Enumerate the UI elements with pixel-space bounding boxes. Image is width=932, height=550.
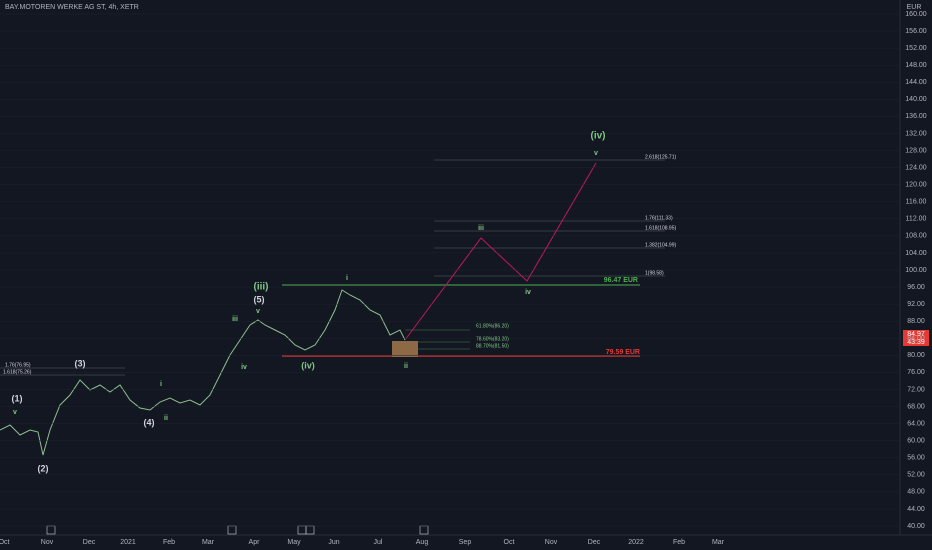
last-price-box [903, 330, 929, 346]
price-trace [0, 289, 406, 456]
time-label: Jun [328, 539, 339, 546]
time-label: Dec [588, 539, 601, 546]
time-label: Apr [249, 539, 261, 546]
time-label: Aug [416, 539, 429, 546]
wave-label: ii [404, 363, 408, 370]
wave-label: iii [478, 225, 484, 232]
time-label: Oct [0, 539, 9, 546]
price-tick-label: 100.00 [905, 267, 927, 274]
projection-path [404, 162, 597, 341]
wave-label: i [160, 381, 162, 388]
fib-label: 61.80%(86.20) [476, 323, 509, 329]
last-price: 84.97 [907, 331, 925, 338]
wave-label: (iv) [591, 131, 606, 142]
price-tick-label: 128.00 [905, 147, 927, 154]
wave-label: ii [164, 415, 168, 422]
price-tick-label: 96.00 [907, 284, 925, 291]
price-tick-label: 132.00 [905, 130, 927, 137]
wave-label: iii [232, 316, 238, 323]
price-tick-label: 68.00 [907, 403, 925, 410]
wave-label: (iii) [254, 282, 269, 293]
price-tick-label: 144.00 [905, 79, 927, 86]
price-tick-label: 112.00 [906, 216, 927, 223]
fib-label: 88.70%(81.50) [476, 343, 509, 349]
time-label: Jul [374, 539, 383, 546]
fib-label: 1.618(108.95) [645, 225, 676, 231]
price-tick-label: 136.00 [905, 113, 927, 120]
price-tick-label: 84.00 [907, 335, 925, 342]
price-tick-label: 152.00 [905, 45, 927, 52]
time-label: Nov [545, 539, 558, 546]
price-tick-label: 60.00 [907, 438, 925, 445]
time-label: Dec [83, 539, 96, 546]
level-label: 96.47 EUR [604, 277, 638, 284]
wave-label: i [346, 275, 348, 282]
time-label: 2022 [628, 539, 644, 546]
wave-label: (5) [254, 294, 265, 304]
fib-label: 1(98.58) [645, 270, 664, 276]
time-label: Feb [163, 539, 175, 546]
fib-label: 1.76(111.33) [645, 215, 673, 221]
price-tick-label: 64.00 [907, 420, 925, 427]
time-label: Nov [41, 539, 54, 546]
fib-label: 2.618(125.71) [645, 154, 676, 160]
countdown: 43:39 [907, 339, 925, 346]
price-tick-label: 92.00 [907, 301, 925, 308]
price-tick-label: 88.00 [907, 318, 925, 325]
level-label: 79.59 EUR [606, 349, 640, 356]
wave-label: (4) [144, 417, 155, 427]
wave-label: iv [241, 364, 247, 371]
wave-label: (1) [12, 393, 23, 403]
price-tick-label: 44.00 [907, 506, 925, 513]
fib-label: 1.76(76.95) [5, 362, 31, 368]
wave-label: (iv) [301, 360, 315, 370]
price-tick-label: 52.00 [907, 472, 925, 479]
time-label: May [287, 539, 301, 546]
price-tick-label: 140.00 [905, 96, 927, 103]
fib-label: 1.618(75.26) [3, 369, 32, 375]
price-tick-label: 108.00 [905, 233, 927, 240]
time-label: 2021 [120, 539, 136, 546]
currency: EUR [907, 4, 922, 11]
time-label: Feb [673, 539, 685, 546]
wave-label: v [594, 150, 598, 157]
wave-label: v [13, 409, 17, 416]
price-tick-label: 80.00 [907, 352, 925, 359]
price-tick-label: 56.00 [907, 455, 925, 462]
price-tick-label: 116.00 [906, 199, 927, 206]
price-tick-label: 76.00 [907, 369, 925, 376]
title: BAY.MOTOREN WERKE AG ST, 4h, XETR [5, 4, 139, 11]
time-label: Sep [459, 539, 472, 546]
price-tick-label: 124.00 [905, 164, 927, 171]
wave-label: v [256, 308, 260, 315]
fib-label: 78.60%(83.20) [476, 336, 509, 342]
wave-label: (3) [75, 358, 86, 368]
time-label: Mar [712, 539, 725, 546]
price-tick-label: 156.00 [905, 28, 927, 35]
price-tick-label: 40.00 [907, 523, 925, 530]
price-tick-label: 148.00 [905, 62, 927, 69]
time-label: Mar [202, 539, 215, 546]
fib-label: 1.382(104.99) [645, 242, 676, 248]
price-tick-label: 104.00 [905, 250, 927, 257]
time-label: Oct [504, 539, 515, 546]
wave-label: iv [525, 289, 531, 296]
price-tick-label: 72.00 [907, 386, 925, 393]
price-tick-label: 120.00 [905, 182, 927, 189]
price-tick-label: 160.00 [905, 11, 927, 18]
levels [0, 159, 665, 376]
price-tick-label: 48.00 [907, 489, 925, 496]
target-box [392, 341, 418, 357]
wave-label: (2) [38, 463, 49, 473]
